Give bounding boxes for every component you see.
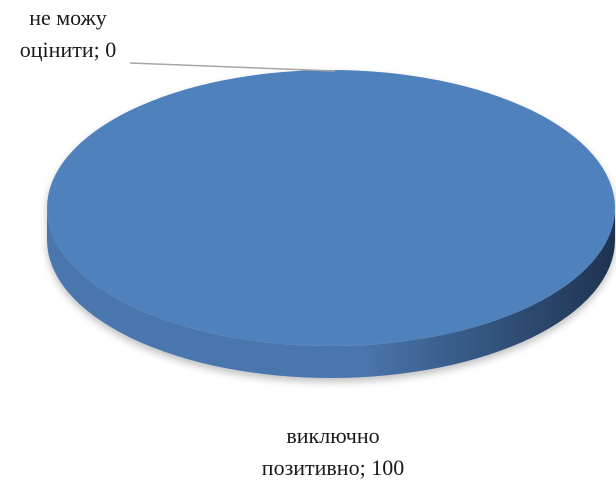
data-label-main-line2: позитивно; 100 [261, 455, 405, 480]
pie-chart-canvas [47, 62, 615, 378]
data-label-zero-line1: не можу [29, 5, 107, 30]
data-label-main-slice: виключно позитивно; 100 [235, 420, 431, 484]
leader-line-zero-slice [129, 62, 336, 72]
pie-slice-1-top [47, 70, 615, 346]
data-label-zero-line2: оцінити; 0 [19, 37, 117, 62]
pie-slice-1-side [47, 208, 615, 378]
data-label-zero-slice: не можу оцінити; 0 [0, 2, 136, 66]
data-label-main-line1: виключно [286, 423, 380, 448]
